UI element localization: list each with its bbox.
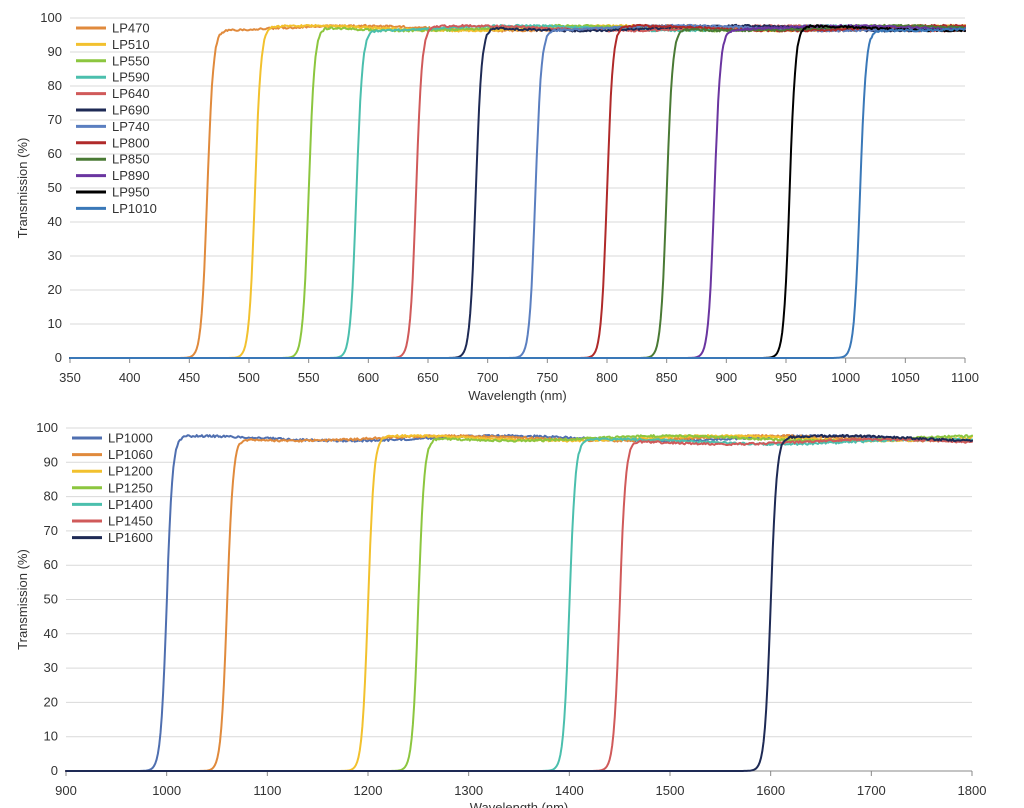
legend-label: LP1400	[108, 497, 153, 512]
y-tick-label: 50	[48, 180, 62, 195]
series-line-lp1400	[65, 437, 973, 772]
x-tick-label: 400	[119, 370, 141, 385]
legend-label: LP1010	[112, 201, 157, 216]
series-line-lp690	[69, 23, 966, 359]
x-axis-title: Wavelength (nm)	[468, 388, 567, 403]
x-tick-label: 350	[59, 370, 81, 385]
y-tick-label: 0	[55, 350, 62, 365]
legend-label: LP1200	[108, 464, 153, 479]
series-line-lp550	[69, 23, 966, 359]
legend-label: LP1060	[108, 447, 153, 462]
x-tick-label: 450	[178, 370, 200, 385]
y-axis-title: Transmission (%)	[15, 549, 30, 650]
x-tick-label: 1800	[958, 783, 987, 798]
x-tick-label: 1100	[253, 783, 281, 798]
y-tick-label: 80	[48, 78, 62, 93]
x-tick-label: 950	[775, 370, 797, 385]
x-tick-label: 650	[417, 370, 439, 385]
legend-label: LP800	[112, 135, 150, 150]
y-tick-label: 60	[48, 146, 62, 161]
x-tick-label: 900	[715, 370, 737, 385]
y-tick-label: 100	[36, 420, 58, 435]
series-line-lp1060	[65, 433, 973, 772]
legend-label: LP690	[112, 103, 150, 118]
series-line-lp1200	[65, 434, 973, 772]
y-tick-label: 70	[44, 523, 58, 538]
y-tick-label: 90	[44, 454, 58, 469]
legend-label: LP850	[112, 152, 150, 167]
series-line-lp1000	[65, 433, 973, 772]
y-tick-label: 90	[48, 44, 62, 59]
y-tick-label: 40	[44, 626, 58, 641]
x-tick-label: 1200	[354, 783, 383, 798]
legend-label: LP1600	[108, 530, 153, 545]
legend-label: LP510	[112, 37, 150, 52]
y-tick-label: 0	[51, 763, 58, 778]
y-tick-label: 20	[44, 694, 58, 709]
series-line-lp850	[69, 23, 966, 359]
legend-label: LP950	[112, 185, 150, 200]
legend-label: LP1450	[108, 514, 153, 529]
series-line-lp890	[69, 23, 966, 359]
x-axis-title: Wavelength (nm)	[470, 800, 569, 808]
x-tick-label: 1300	[454, 783, 483, 798]
series-line-lp1600	[65, 433, 973, 772]
legend-label: LP640	[112, 86, 150, 101]
x-tick-label: 1000	[152, 783, 181, 798]
x-tick-label: 900	[55, 783, 77, 798]
legend-label: LP550	[112, 53, 150, 68]
y-tick-label: 50	[44, 592, 58, 607]
legend-label: LP590	[112, 70, 150, 85]
y-tick-label: 20	[48, 282, 62, 297]
y-tick-label: 40	[48, 214, 62, 229]
chart-visible-nir: 0 10 20 30 40 50 60 70 80 90 100 350 400 450 500 550 600…	[15, 10, 979, 403]
series-line-lp1250	[65, 434, 973, 772]
legend-label: LP470	[112, 21, 150, 36]
series-line-lp640	[69, 23, 966, 359]
x-tick-label: 1000	[831, 370, 860, 385]
y-tick-label: 100	[40, 10, 62, 25]
x-tick-label: 550	[298, 370, 320, 385]
y-tick-label: 30	[48, 248, 62, 263]
series-line-lp590	[69, 23, 966, 359]
y-tick-label: 10	[44, 729, 58, 744]
series-line-lp740	[69, 23, 966, 359]
y-tick-label: 70	[48, 112, 62, 127]
y-tick-label: 60	[44, 557, 58, 572]
x-tick-label: 800	[596, 370, 618, 385]
x-tick-label: 850	[656, 370, 678, 385]
series-line-lp470	[69, 23, 966, 359]
x-tick-label: 1500	[656, 783, 685, 798]
legend-label: LP740	[112, 119, 150, 134]
y-tick-label: 30	[44, 660, 58, 675]
y-tick-label: 10	[48, 316, 62, 331]
y-tick-label: 80	[44, 489, 58, 504]
x-tick-label: 750	[536, 370, 558, 385]
x-tick-label: 1400	[555, 783, 584, 798]
x-tick-label: 600	[357, 370, 379, 385]
x-tick-label: 700	[477, 370, 499, 385]
x-tick-label: 1600	[756, 783, 785, 798]
x-tick-label: 1050	[891, 370, 920, 385]
x-tick-label: 1700	[857, 783, 886, 798]
y-axis-title: Transmission (%)	[15, 138, 30, 239]
chart-swir: 0 10 20 30 40 50 60 70 80 90 100 900 1000 1100 1200 130…	[15, 420, 986, 808]
x-tick-label: 500	[238, 370, 260, 385]
legend-label: LP1250	[108, 480, 153, 495]
legend-label: LP1000	[108, 431, 153, 446]
x-tick-label: 1100	[951, 370, 979, 385]
series-line-lp800	[69, 23, 966, 359]
series-line-lp1450	[65, 437, 973, 772]
legend-label: LP890	[112, 168, 150, 183]
series-line-lp950	[69, 24, 966, 359]
series-line-lp1010	[69, 27, 966, 359]
series-line-lp510	[69, 23, 966, 359]
